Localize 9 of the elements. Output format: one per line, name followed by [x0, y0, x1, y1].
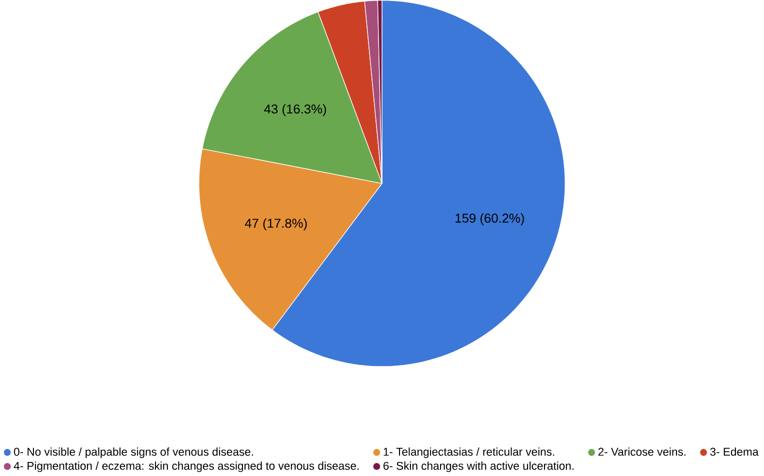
data-label: 43 (16.3%) — [264, 104, 326, 116]
legend-label: 1- Telangiectasias / reticular veins. — [384, 448, 554, 458]
legend-label: 4- Pigmentation / eczema: skin changes assigned to venous disease. — [14, 462, 359, 472]
legend-label: 2- Varicose veins. — [598, 448, 686, 456]
data-label: 159 (60.2%) — [456, 213, 524, 226]
legend-label: 6- Skin changes with active ulceration. — [384, 462, 574, 472]
legend-label: 3- Edema — [710, 448, 759, 456]
legend-label: 0- No visible / palpable signs of venous disease. — [14, 448, 253, 458]
data-label: 47 (17.8%) — [244, 218, 307, 231]
